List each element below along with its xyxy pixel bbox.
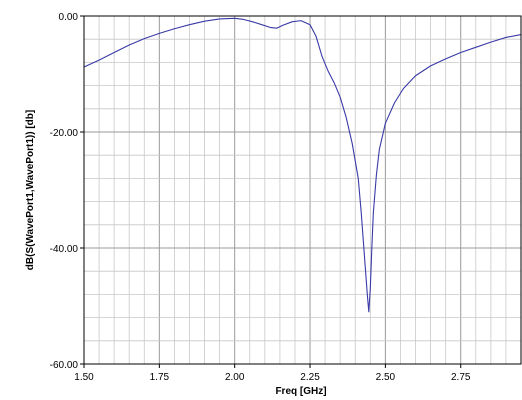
axes	[80, 15, 522, 368]
x-tick-label: 2.25	[300, 372, 320, 383]
x-tick-label: 1.75	[150, 372, 170, 383]
series-layer	[83, 17, 522, 313]
y-tick-label: -20.00	[50, 128, 79, 139]
series-line	[83, 17, 522, 313]
x-tick-label: 2.50	[376, 372, 396, 383]
y-tick-label: -60.00	[50, 360, 79, 371]
x-tick-label: 2.00	[225, 372, 245, 383]
x-tick-label: 2.75	[451, 372, 471, 383]
x-axis-label: Freq [GHz]	[275, 386, 326, 397]
plot-frame	[83, 15, 522, 365]
grid	[84, 16, 522, 364]
y-tick-label: -40.00	[50, 244, 79, 255]
y-tick-label: 0.00	[59, 12, 79, 23]
y-axis-label: dB(S(WavePort1,WavePort1)) [db]	[25, 110, 36, 270]
tick-labels: 1.50 1.75 2.00 2.25 2.50 2.75 0.00 -20.00 -40.00…	[50, 12, 471, 383]
x-tick-label: 1.50	[74, 372, 94, 383]
